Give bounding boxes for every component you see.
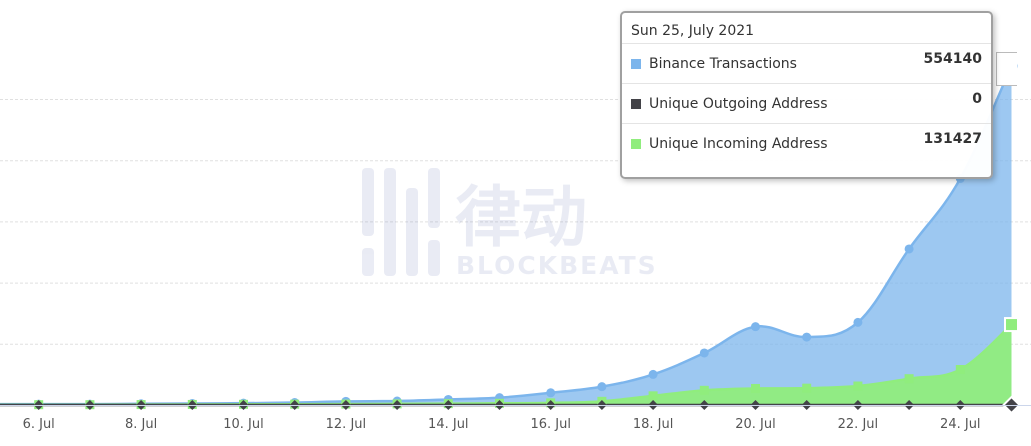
x-tick-label: 14. Jul (428, 417, 469, 432)
tooltip-row-unique-incoming-address: Unique Incoming Address 131427 (622, 123, 991, 163)
point-binance-transactions-14[interactable] (699, 348, 709, 358)
tooltip-title: Sun 25, July 2021 (631, 23, 755, 39)
tooltip: Sun 25, July 2021 Binance Transactions 5… (620, 11, 993, 179)
point-binance-transactions-15[interactable] (751, 322, 760, 332)
x-tick-label: 6. Jul (23, 417, 55, 432)
x-tick-label: 18. Jul (633, 417, 674, 432)
tooltip-row-unique-outgoing-address: Unique Outgoing Address 0 (622, 83, 991, 123)
tooltip-series-value: 554140 (923, 50, 982, 67)
point-binance-transactions-12[interactable] (597, 382, 607, 392)
point-binance-transactions-18[interactable] (904, 244, 914, 254)
point-binance-transactions-17[interactable] (853, 317, 863, 327)
point-unique-incoming-address-15[interactable] (751, 383, 760, 393)
watermark-logo-icon (362, 168, 440, 276)
grid-lines (0, 99, 1031, 345)
series-markers (33, 57, 1021, 415)
point-unique-incoming-address-19[interactable] (955, 365, 965, 375)
watermark-cn: 律动 (455, 179, 587, 256)
area-binance-transactions (0, 65, 1012, 405)
x-tick-label: 16. Jul (530, 417, 571, 432)
x-tick-label: 10. Jul (223, 417, 264, 432)
legend-swatch-icon (631, 138, 641, 149)
tooltip-series-value: 0 (972, 90, 982, 107)
point-unique-incoming-address-13[interactable] (648, 391, 658, 401)
background-panel-fragment (996, 52, 1017, 86)
x-tick-label: 24. Jul (940, 417, 981, 432)
point-binance-transactions-13[interactable] (648, 369, 658, 379)
point-unique-incoming-address-14[interactable] (699, 385, 709, 395)
point-binance-transactions-11[interactable] (546, 388, 556, 398)
x-tick-label: 12. Jul (326, 417, 367, 432)
point-unique-incoming-address-20[interactable] (1004, 317, 1019, 333)
point-binance-transactions-16[interactable] (802, 332, 812, 342)
legend-swatch-icon (631, 98, 641, 109)
area-unique-incoming-address (0, 324, 1012, 405)
point-unique-incoming-address-18[interactable] (904, 374, 914, 384)
watermark-en: BLOCKBEATS (456, 251, 658, 280)
tooltip-row-binance-transactions: Binance Transactions 554140 (622, 43, 991, 83)
point-unique-incoming-address-16[interactable] (802, 383, 812, 393)
tooltip-series-value: 131427 (923, 130, 982, 147)
legend-swatch-icon (631, 58, 641, 69)
tooltip-series-name: Unique Incoming Address (649, 135, 828, 152)
x-tick-label: 8. Jul (125, 417, 157, 432)
tooltip-series-name: Unique Outgoing Address (649, 95, 828, 112)
watermark: 律动 BLOCKBEATS (362, 168, 658, 280)
tooltip-series-name: Binance Transactions (649, 55, 797, 72)
x-tick-label: 20. Jul (735, 417, 776, 432)
x-tick-label: 22. Jul (838, 417, 879, 432)
x-axis-ticks: 6. Jul 8. Jul 10. Jul 12. Jul 14. Jul 16. Jul… (23, 417, 981, 432)
point-unique-incoming-address-17[interactable] (853, 381, 863, 391)
